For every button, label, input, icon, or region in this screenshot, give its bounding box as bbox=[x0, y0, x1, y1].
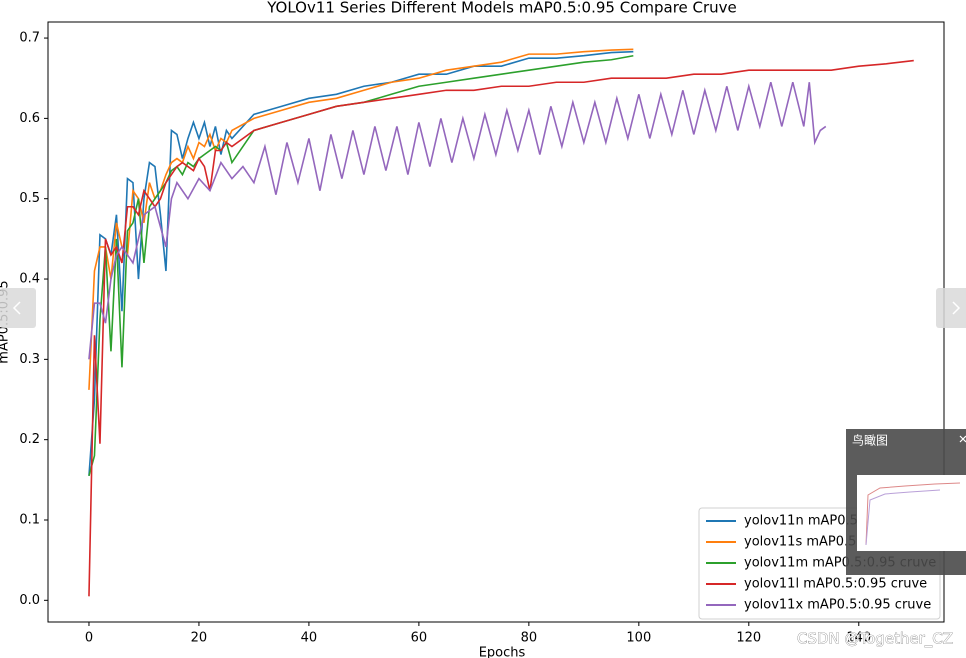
x-tick-label: 100 bbox=[626, 631, 651, 646]
series-line bbox=[88, 48, 634, 390]
y-tick-label: 0.3 bbox=[19, 352, 40, 367]
next-button[interactable] bbox=[936, 288, 966, 328]
x-tick-label: 20 bbox=[191, 631, 208, 646]
series-line bbox=[88, 50, 634, 476]
legend-label: yolov11l mAP0.5:0.95 cruve bbox=[744, 577, 927, 592]
prev-icon bbox=[12, 301, 21, 315]
x-tick-label: 60 bbox=[411, 631, 428, 646]
y-tick-label: 0.7 bbox=[19, 31, 40, 46]
watermark: CSDN @Together_CZ bbox=[797, 630, 953, 649]
x-tick-label: 40 bbox=[301, 631, 318, 646]
legend-label: yolov11x mAP0.5:0.95 cruve bbox=[744, 598, 931, 613]
y-tick-label: 0.2 bbox=[19, 432, 40, 447]
series-line bbox=[88, 82, 827, 360]
overview-close[interactable] bbox=[959, 435, 966, 443]
x-tick-label: 80 bbox=[521, 631, 538, 646]
overlay: 鸟瞰图 CSDN @Together_CZ bbox=[0, 288, 966, 649]
y-tick-label: 0.5 bbox=[19, 191, 40, 206]
overview-title: 鸟瞰图 bbox=[852, 433, 888, 448]
overview-thumb-curve bbox=[865, 489, 941, 546]
prev-button[interactable] bbox=[0, 288, 36, 328]
next-icon bbox=[952, 301, 961, 315]
y-tick-label: 0.0 bbox=[19, 593, 40, 608]
overview-thumb-curve bbox=[865, 482, 961, 546]
chart-title: YOLOv11 Series Different Models mAP0.5:0… bbox=[266, 0, 737, 17]
x-axis-label: Epochs bbox=[479, 646, 526, 658]
x-tick-label: 140 bbox=[846, 631, 871, 646]
series-line bbox=[88, 54, 634, 477]
series-layer bbox=[88, 48, 914, 597]
y-tick-label: 0.4 bbox=[19, 272, 40, 287]
x-tick-label: 120 bbox=[736, 631, 761, 646]
x-tick-label: 0 bbox=[85, 631, 93, 646]
y-tick-label: 0.6 bbox=[19, 111, 40, 126]
y-tick-label: 0.1 bbox=[19, 512, 40, 527]
series-line bbox=[88, 59, 914, 597]
overview-thumbnail[interactable] bbox=[857, 475, 966, 551]
